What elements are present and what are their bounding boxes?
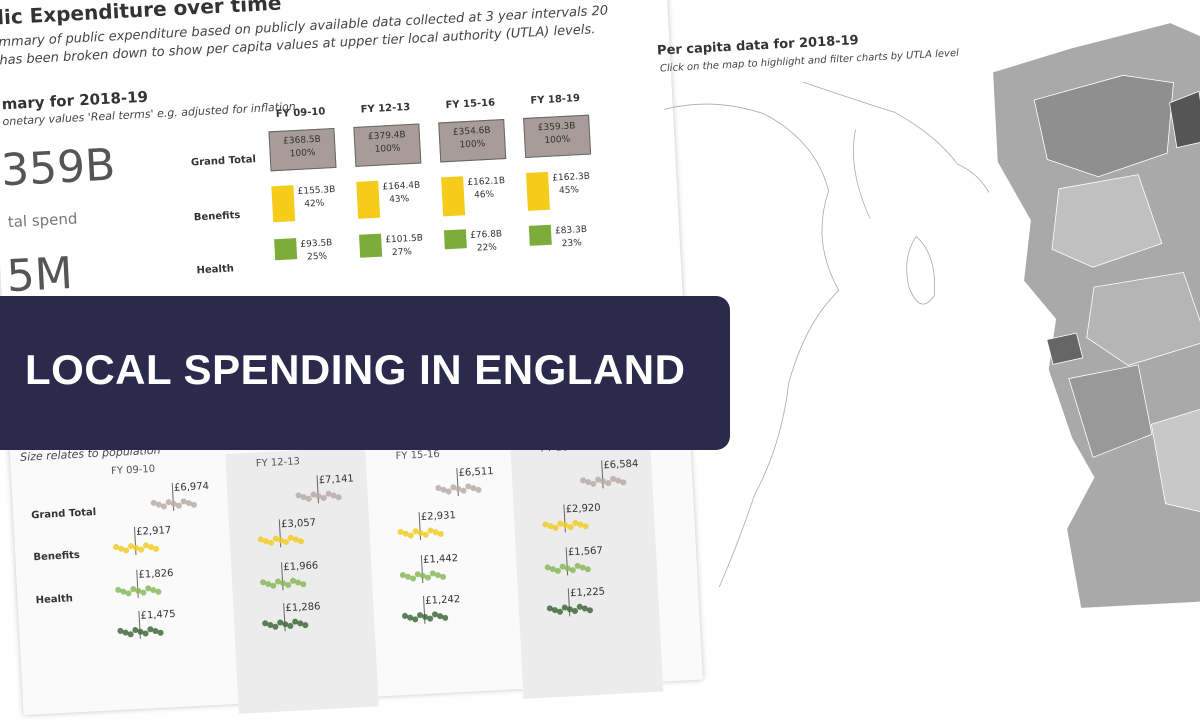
value-label: £6,974 (173, 481, 210, 494)
banner-title: LOCAL SPENDING IN ENGLAND (25, 346, 686, 393)
value-label: £2,920 (565, 502, 601, 516)
dot (475, 486, 482, 494)
row-label: Health (196, 263, 235, 277)
value-label: £1,966 (283, 560, 319, 574)
column-header: FY 15-16 (445, 97, 496, 112)
column-header: FY 09-10 (275, 106, 326, 120)
dot (437, 530, 444, 538)
value-label: £1,475 (140, 608, 176, 622)
cell-share: 22% (476, 242, 498, 254)
share-bar (356, 180, 381, 219)
cell-amount: £162.3B (552, 171, 591, 184)
banner: LOCAL SPENDING IN ENGLAND (0, 296, 730, 450)
regions (992, 22, 1200, 609)
column-header: FY 12-13 (255, 456, 301, 470)
value-label: £1,567 (567, 545, 604, 559)
value-label: £2,931 (420, 510, 457, 523)
map (664, 22, 1200, 609)
cell-amount: £83.3B (554, 224, 588, 237)
region (1051, 174, 1163, 268)
share-bar (274, 238, 298, 261)
cell-share: 25% (306, 251, 328, 263)
region (1150, 399, 1200, 521)
dot (442, 614, 449, 621)
coastline (664, 81, 990, 588)
share-bar (441, 176, 466, 217)
share-bar (443, 229, 467, 250)
column-header: FY 15-16 (395, 448, 441, 463)
cell-amount: £76.8B (469, 229, 503, 241)
value-label: £1,286 (285, 601, 321, 615)
value-label: £6,584 (603, 458, 639, 472)
row-label: Health (35, 593, 74, 607)
dot (153, 545, 160, 553)
value-label: £1,225 (569, 586, 606, 600)
cell-amount: £162.1B (467, 176, 506, 189)
cell-share: 23% (561, 238, 583, 250)
share-bar (271, 185, 296, 222)
cell-share: 42% (304, 198, 325, 210)
dot (157, 629, 164, 636)
region (1086, 271, 1200, 366)
region (1033, 74, 1174, 178)
region (1169, 90, 1200, 149)
cell-share: 27% (391, 247, 413, 259)
column-header: FY 09-10 (110, 463, 156, 478)
coast (853, 129, 871, 219)
value-label: £1,826 (138, 567, 174, 581)
value-label: £1,442 (422, 553, 459, 566)
cell-amount: £93.5B (300, 238, 333, 250)
value-label: £6,511 (458, 466, 494, 479)
cell-amount: £101.5B (385, 233, 424, 246)
island (906, 235, 936, 305)
dot (190, 501, 198, 508)
cell-share: 46% (473, 189, 495, 201)
column-header: FY 12-13 (360, 101, 411, 116)
coast (802, 81, 990, 193)
row-label: Benefits (33, 549, 81, 564)
dot (155, 588, 162, 595)
row-label: Grand Total (190, 154, 257, 169)
cell-share: 45% (558, 185, 580, 197)
dot (439, 573, 447, 581)
cell-amount: £155.3B (297, 184, 336, 197)
share-bar (526, 171, 550, 212)
column-header: FY 18-19 (530, 93, 581, 107)
cell-share: 43% (388, 194, 410, 206)
share-bar (528, 224, 552, 246)
row-label: Grand Total (30, 506, 97, 522)
coast (664, 103, 840, 588)
region (1068, 364, 1153, 458)
cell-amount: £164.4B (382, 180, 421, 193)
share-bar (359, 233, 383, 258)
value-label: £3,057 (280, 517, 317, 531)
region (1046, 332, 1084, 365)
row-label: Benefits (193, 209, 241, 224)
value-label: £7,141 (318, 473, 355, 487)
map-panel: Per capita data for 2018-19 Click on the… (650, 1, 1200, 649)
value-label: £2,917 (135, 525, 172, 538)
value-label: £1,242 (424, 594, 461, 607)
